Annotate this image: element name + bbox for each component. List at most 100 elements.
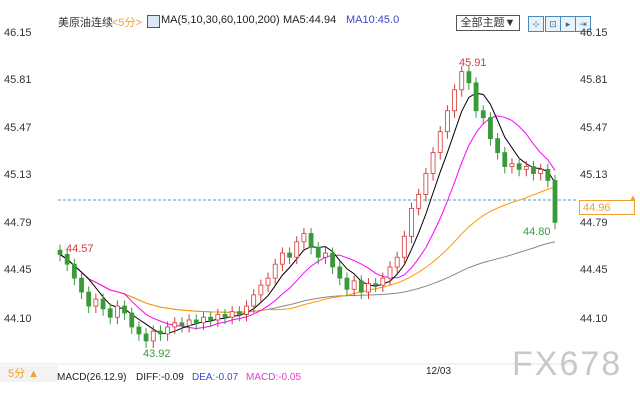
- candle-body: [538, 168, 544, 174]
- step-icon[interactable]: ▸: [560, 16, 576, 32]
- start-annotation: 44.57: [66, 243, 94, 255]
- candle-body: [401, 235, 407, 258]
- ma-label: MA(5,10,30,60,100,200): [161, 14, 280, 26]
- y-tick-right: 45.13: [580, 169, 608, 182]
- candle-body: [93, 298, 99, 307]
- candle-body: [488, 117, 493, 140]
- candle-body: [509, 163, 515, 167]
- candle-body: [258, 284, 264, 296]
- y-tick-left: 45.47: [4, 121, 32, 134]
- candle-body: [172, 322, 178, 328]
- ma5-line: [59, 92, 556, 334]
- period-label: <5分>: [112, 17, 142, 29]
- candle-body: [495, 138, 501, 153]
- candle-body: [409, 207, 414, 237]
- theme-select[interactable]: 全部主题▼: [456, 15, 520, 31]
- candle-body: [502, 152, 508, 167]
- ma60-line: [59, 241, 556, 313]
- low-annotation: 43.92: [143, 348, 171, 360]
- y-tick-right: 45.81: [580, 74, 608, 87]
- y-tick-left: 46.15: [4, 27, 32, 39]
- date-tick: 12/03: [426, 366, 452, 377]
- candle-body: [193, 319, 199, 324]
- candle-body: [523, 166, 529, 170]
- y-tick-left: 44.79: [4, 216, 32, 229]
- period-button[interactable]: 5分 ▲: [0, 366, 58, 382]
- ma5-value: MA5:44.94: [283, 14, 337, 26]
- candle-body: [387, 266, 393, 279]
- candle-body: [64, 254, 70, 265]
- watermark: FX678: [512, 345, 623, 383]
- candle-body: [380, 277, 386, 286]
- candle-body: [71, 263, 77, 279]
- candle-body: [222, 314, 228, 318]
- zoom-in-icon[interactable]: ⊡: [545, 16, 561, 32]
- candle-body: [366, 283, 371, 293]
- end-icon[interactable]: ⇥: [575, 16, 591, 32]
- ma-settings-icon[interactable]: [147, 15, 160, 28]
- macd-label: MACD(26.12.9): [57, 372, 127, 383]
- fit-icon[interactable]: ⊹: [528, 16, 544, 32]
- macd-value: MACD:-0.05: [246, 372, 302, 383]
- candle-body: [444, 110, 450, 133]
- y-tick-left: 45.13: [4, 169, 32, 182]
- y-tick-left: 45.81: [4, 74, 32, 87]
- candle-body: [279, 252, 285, 265]
- candle-body: [480, 110, 486, 119]
- candle-body: [272, 263, 278, 279]
- candle-body: [358, 280, 364, 293]
- candle-body: [79, 277, 84, 293]
- candle-body: [416, 194, 422, 209]
- y-tick-left: 44.45: [4, 264, 32, 277]
- candle-body: [186, 319, 192, 326]
- candle-body: [373, 283, 379, 286]
- last-annotation: 44.80: [523, 226, 551, 238]
- candle-body: [229, 311, 235, 318]
- candle-body: [107, 308, 113, 318]
- candle-body: [201, 316, 206, 324]
- candle-body: [552, 180, 558, 223]
- y-tick-right: 44.10: [580, 313, 608, 325]
- candle-body: [158, 330, 163, 335]
- candle-body: [351, 280, 357, 290]
- candle-body: [265, 277, 271, 286]
- candle-body: [531, 166, 536, 174]
- candle-body: [430, 152, 436, 174]
- y-tick-left: 44.10: [4, 313, 32, 325]
- candle-body: [114, 305, 120, 318]
- candle-body: [215, 314, 221, 321]
- candle-body: [150, 330, 156, 342]
- ma10-line: [59, 115, 556, 330]
- candle-body: [122, 305, 127, 314]
- candle-body: [244, 305, 249, 315]
- ma10-value: MA10:45.0: [346, 14, 400, 26]
- candle-body: [473, 82, 479, 112]
- candle-body: [129, 312, 135, 328]
- y-tick-right: 44.79: [580, 216, 608, 229]
- diff-value: DIFF:-0.09: [136, 372, 184, 383]
- candle-body: [545, 168, 551, 181]
- candle-body: [437, 131, 443, 153]
- candle-body: [308, 233, 314, 248]
- candle-body: [337, 266, 343, 279]
- candle-body: [301, 233, 307, 243]
- y-tick-right: 45.47: [580, 121, 608, 134]
- candle-body: [165, 326, 171, 335]
- candle-body: [423, 173, 429, 195]
- candle-body: [251, 294, 257, 307]
- candle-body: [287, 252, 292, 258]
- ma30-line: [59, 186, 556, 313]
- candle-body: [100, 298, 106, 310]
- candle-body: [236, 311, 242, 315]
- candle-body: [315, 247, 321, 258]
- candle-body: [452, 89, 457, 112]
- current-price-box: 44.96: [579, 200, 635, 215]
- high-annotation: 45.91: [459, 57, 487, 69]
- candle-body: [330, 252, 336, 268]
- price-marker-icon: ▲: [629, 193, 637, 202]
- candle-body: [344, 277, 350, 290]
- candle-body: [208, 316, 214, 321]
- y-tick-right: 44.45: [580, 264, 608, 277]
- candle-body: [136, 326, 142, 335]
